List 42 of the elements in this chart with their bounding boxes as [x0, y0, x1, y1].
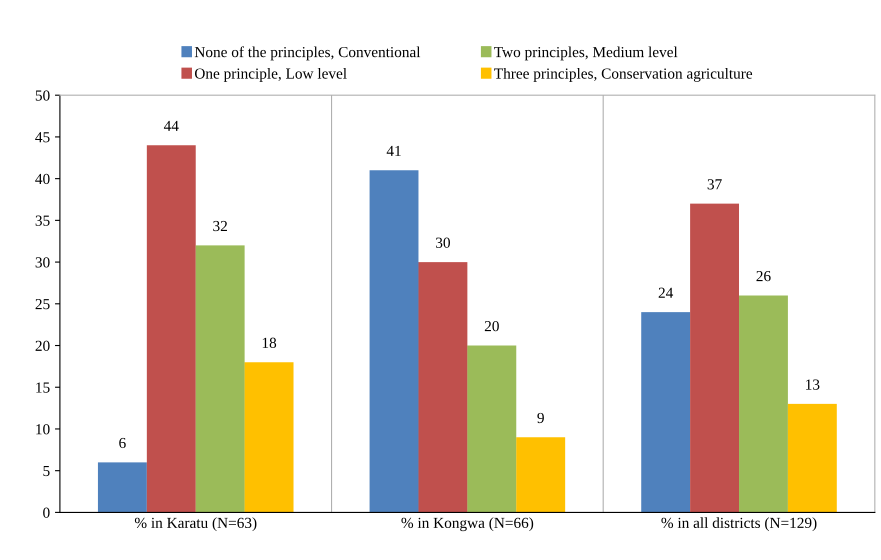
- bar: [467, 346, 516, 512]
- data-label: 20: [484, 320, 499, 332]
- y-tick-label: 5: [43, 466, 50, 476]
- y-tick-label: 25: [36, 298, 50, 310]
- y-tick-label: 20: [36, 340, 50, 351]
- x-tick-label: % in all districts (N=129): [661, 517, 816, 532]
- legend-label: None of the principles, Conventional: [194, 46, 420, 60]
- data-label: 24: [658, 288, 674, 298]
- bar: [788, 404, 837, 512]
- y-tick-label: 30: [36, 257, 50, 268]
- bar: [641, 312, 690, 512]
- legend-label: Three principles, Conservation agriculture: [494, 68, 752, 82]
- bar: [196, 245, 245, 512]
- data-label: 44: [164, 120, 179, 131]
- bar: [244, 362, 294, 512]
- bar: [146, 145, 196, 512]
- legend-label: One principle, Low level: [194, 68, 347, 82]
- data-label: 32: [213, 220, 227, 232]
- data-label: 9: [537, 412, 544, 424]
- bar: [690, 204, 740, 512]
- data-label: 18: [262, 338, 276, 348]
- data-label: 41: [386, 146, 401, 156]
- y-tick-label: 40: [35, 174, 50, 184]
- y-tick-label: 0: [43, 508, 50, 518]
- data-label: 30: [436, 238, 450, 248]
- data-label: 26: [756, 270, 771, 282]
- bar: [516, 437, 566, 512]
- data-label: 6: [119, 438, 126, 448]
- bar: [418, 262, 468, 512]
- bar: [370, 170, 418, 512]
- y-tick-label: 35: [36, 216, 50, 226]
- y-tick-label: 10: [36, 424, 50, 434]
- y-tick-label: 15: [36, 382, 50, 393]
- y-tick-label: 45: [35, 132, 50, 142]
- bar: [739, 295, 788, 512]
- x-tick-label: % in Kongwa (N=66): [401, 517, 534, 532]
- x-tick-label: % in Karatu (N=63): [134, 517, 256, 532]
- data-label: 13: [806, 379, 820, 390]
- data-label: 37: [708, 179, 722, 190]
- bar: [98, 462, 147, 512]
- y-tick-label: 50: [36, 90, 50, 101]
- legend-label: Two principles, Medium level: [494, 46, 678, 60]
